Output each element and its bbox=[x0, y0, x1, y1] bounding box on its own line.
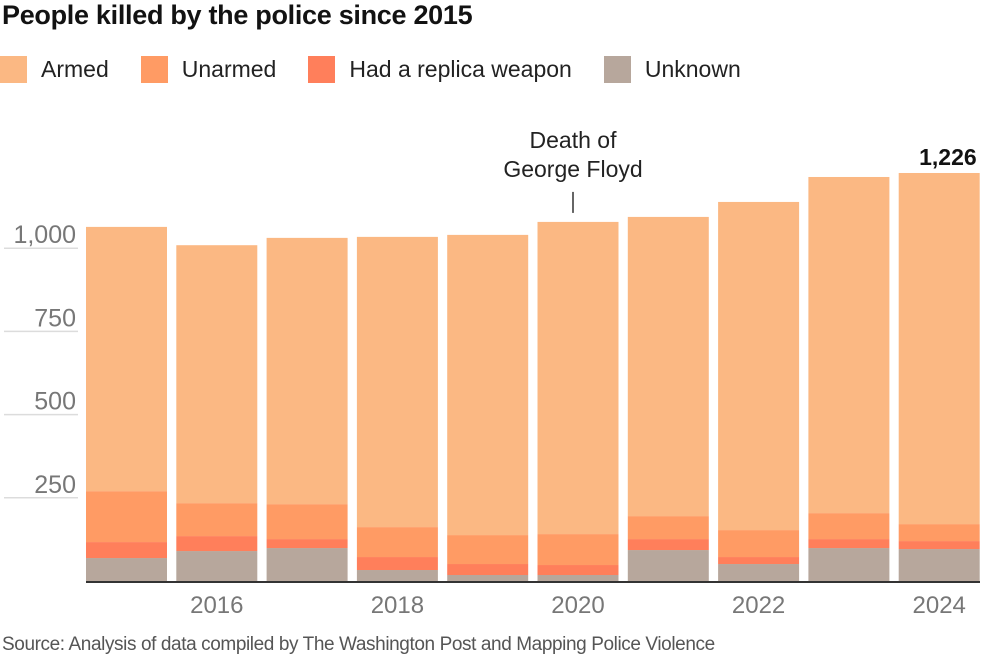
bar-segment-unarmed-2015 bbox=[86, 491, 167, 543]
bar-segment-unknown-2022 bbox=[718, 564, 800, 581]
bar-segment-unarmed-2022 bbox=[718, 530, 800, 558]
source-note: Source: Analysis of data compiled by The… bbox=[2, 634, 715, 655]
bar-segment-unarmed-2024 bbox=[898, 524, 980, 542]
bar-segment-armed-2024 bbox=[898, 172, 980, 525]
bar-segment-had-a-replica-weapon-2022 bbox=[718, 557, 800, 565]
legend-item-unarmed: Unarmed bbox=[140, 55, 277, 83]
bar-segment-unknown-2021 bbox=[627, 550, 709, 581]
bar-segment-armed-2021 bbox=[627, 216, 709, 517]
y-tick-label: 1,000 bbox=[13, 221, 76, 249]
x-tick-label: 2024 bbox=[913, 592, 966, 619]
data-label-total: 1,226 bbox=[919, 144, 977, 170]
bar-segment-unknown-2016 bbox=[176, 551, 258, 581]
bar-segment-armed-2016 bbox=[176, 245, 258, 504]
legend-swatch-armed bbox=[0, 55, 27, 83]
legend: Armed Unarmed Had a replica weapon Unkno… bbox=[0, 54, 773, 84]
legend-label: Unarmed bbox=[181, 55, 277, 82]
x-tick-label: 2022 bbox=[732, 592, 785, 619]
bar-segment-armed-2023 bbox=[808, 176, 890, 514]
bar-segment-unknown-2019 bbox=[447, 575, 529, 581]
bar-segment-armed-2022 bbox=[718, 201, 800, 531]
bar-segment-unknown-2017 bbox=[266, 548, 348, 581]
x-tick-label: 2016 bbox=[190, 592, 243, 619]
annotation-text: George Floyd bbox=[503, 156, 642, 182]
bar-segment-unknown-2020 bbox=[537, 575, 619, 581]
y-tick-label: 250 bbox=[34, 471, 76, 499]
legend-swatch-unknown bbox=[603, 55, 631, 83]
bar-segment-armed-2015 bbox=[86, 226, 167, 492]
bar-segment-unarmed-2021 bbox=[627, 516, 709, 540]
bar-segment-had-a-replica-weapon-2017 bbox=[266, 539, 348, 549]
bar-segment-unknown-2018 bbox=[356, 570, 438, 581]
bar-segment-had-a-replica-weapon-2023 bbox=[808, 539, 890, 549]
bar-segment-unknown-2023 bbox=[808, 548, 890, 581]
legend-label: Had a replica weapon bbox=[349, 55, 572, 82]
bar-segment-had-a-replica-weapon-2016 bbox=[176, 536, 258, 552]
chart-title: People killed by the police since 2015 bbox=[2, 0, 473, 30]
bar-segment-had-a-replica-weapon-2021 bbox=[627, 539, 709, 551]
legend-item-armed: Armed bbox=[0, 55, 109, 83]
annotation-text: Death of bbox=[530, 127, 618, 153]
bar-segment-unarmed-2020 bbox=[537, 534, 619, 566]
bar-segment-unknown-2015 bbox=[86, 558, 167, 581]
bar-segment-had-a-replica-weapon-2015 bbox=[86, 542, 167, 559]
bar-segment-armed-2019 bbox=[447, 234, 529, 536]
x-tick-label: 2018 bbox=[371, 592, 424, 619]
legend-item-replica: Had a replica weapon bbox=[308, 55, 572, 83]
y-tick-label: 750 bbox=[34, 304, 76, 332]
legend-swatch-unarmed bbox=[140, 55, 168, 83]
bar-segment-had-a-replica-weapon-2024 bbox=[898, 541, 980, 550]
bar-segment-unknown-2024 bbox=[898, 549, 980, 581]
bar-segment-unarmed-2019 bbox=[447, 535, 529, 565]
legend-item-unknown: Unknown bbox=[603, 55, 741, 83]
bar-segment-unarmed-2017 bbox=[266, 504, 348, 540]
legend-label: Armed bbox=[41, 55, 109, 82]
bar-segment-unarmed-2018 bbox=[356, 527, 438, 558]
legend-swatch-replica bbox=[308, 55, 336, 83]
bar-segment-armed-2017 bbox=[266, 237, 348, 505]
bar-segment-had-a-replica-weapon-2019 bbox=[447, 564, 529, 576]
x-tick-label: 2020 bbox=[551, 592, 604, 619]
bar-segment-had-a-replica-weapon-2018 bbox=[356, 557, 438, 571]
bar-segment-had-a-replica-weapon-2020 bbox=[537, 565, 619, 576]
legend-label: Unknown bbox=[644, 55, 741, 82]
bar-segment-armed-2020 bbox=[537, 221, 619, 535]
y-tick-label: 500 bbox=[34, 388, 76, 416]
bar-segment-unarmed-2016 bbox=[176, 503, 258, 537]
bar-segment-armed-2018 bbox=[356, 236, 438, 528]
bar-segment-unarmed-2023 bbox=[808, 513, 890, 540]
